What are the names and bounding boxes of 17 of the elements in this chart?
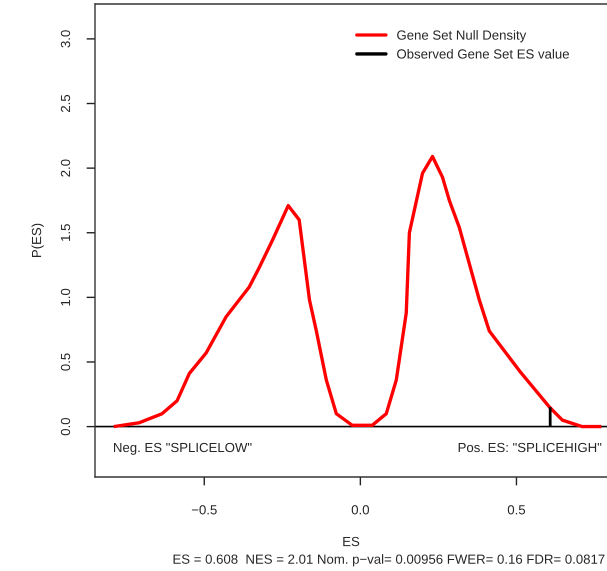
annotation: Neg. ES "SPLICELOW" <box>114 442 252 455</box>
legend-label: Gene Set Null Density <box>397 30 526 42</box>
y-axis-title: P(ES) <box>32 224 44 258</box>
y-tick-label: 2.5 <box>60 94 70 112</box>
annotation: Pos. ES: "SPLICEHIGH" <box>458 442 602 452</box>
y-tick-label: 1.0 <box>60 288 70 306</box>
y-tick-label: 0.5 <box>60 353 70 371</box>
y-tick-label: 2.0 <box>60 159 70 177</box>
x-tick-label: −0.5 <box>192 505 217 514</box>
y-tick-label: 3.0 <box>60 30 70 48</box>
x-axis-title: ES <box>343 536 360 546</box>
text: 0.0 <box>352 505 370 514</box>
y-tick-label: 0.0 <box>60 418 70 436</box>
legend-label: Observed Gene Set ES value <box>397 48 569 59</box>
line-series <box>112 154 604 428</box>
y-tick-label: 1.5 <box>60 224 70 241</box>
text: ES = 0.608 NES = 2.01 Nom. p−val= 0.00956 FWER= 0.16 FDR= 0.0817 <box>174 554 605 566</box>
